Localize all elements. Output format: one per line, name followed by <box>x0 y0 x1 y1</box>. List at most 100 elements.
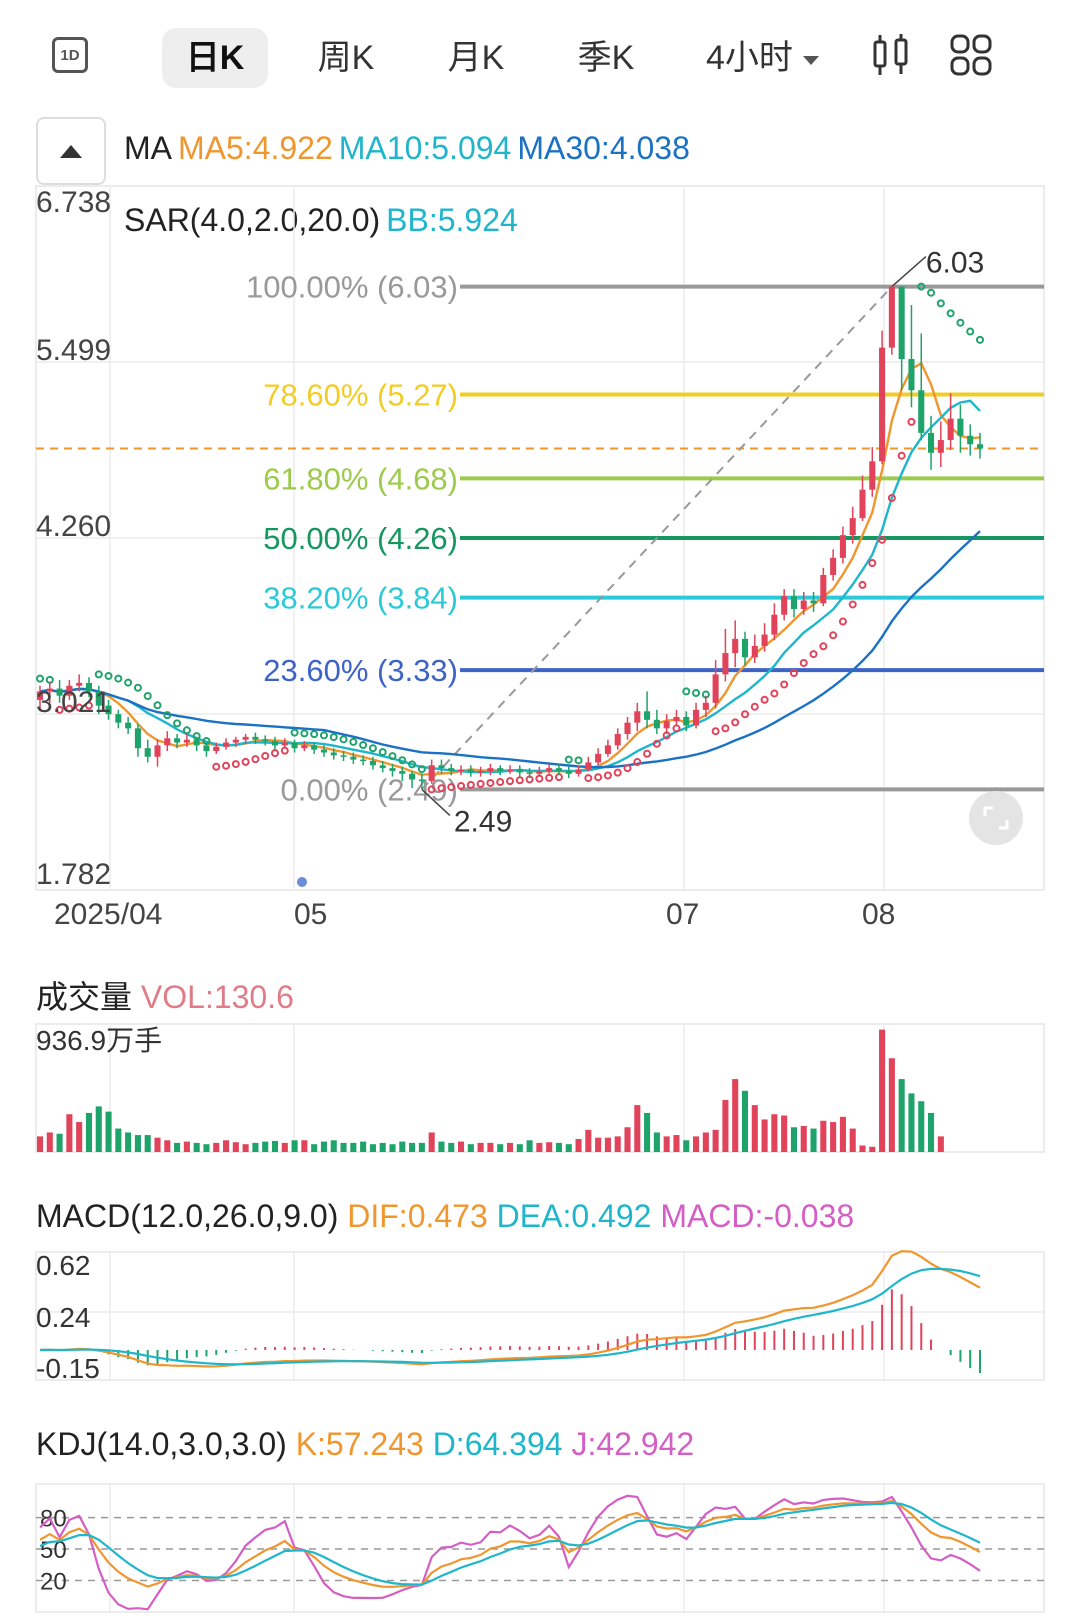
candle-body <box>477 770 484 773</box>
volume-bar <box>183 1141 190 1152</box>
volume-bar <box>849 1128 856 1152</box>
tab-daily-k[interactable]: 日K <box>162 28 268 88</box>
candle-body <box>320 749 327 753</box>
volume-bar <box>820 1120 827 1152</box>
volume-bar <box>497 1144 504 1152</box>
candle-body <box>340 755 347 757</box>
sar-dot <box>741 710 749 719</box>
price-chart[interactable]: 100.00% (6.03) 78.60% (5.27) 61.80% (4.68)… <box>0 180 1080 930</box>
candle-body <box>193 739 200 746</box>
sar-dot <box>104 671 113 680</box>
volume-bar <box>565 1144 572 1152</box>
candle-body <box>555 768 562 771</box>
sar-dot <box>878 535 887 544</box>
sar-dot <box>114 674 123 683</box>
interval-dropdown[interactable]: 4小时 <box>706 28 819 88</box>
candle-body <box>908 359 915 391</box>
kdj-d-value: D:64.394 <box>432 1426 563 1462</box>
sar-dot <box>907 417 916 426</box>
candle-body <box>957 418 964 436</box>
candle-body <box>213 746 220 752</box>
candle-body <box>36 691 44 700</box>
candle-body <box>849 518 856 536</box>
collapse-legend-button[interactable] <box>36 117 106 185</box>
moving-averages <box>39 361 981 776</box>
volume-bar <box>722 1099 729 1152</box>
volume-bar <box>702 1132 709 1152</box>
high-pointer-line <box>891 256 927 288</box>
volume-bar <box>164 1140 171 1152</box>
sar-dot <box>417 765 426 774</box>
volume-bar <box>76 1122 83 1152</box>
candle-body <box>976 444 984 449</box>
candle-body <box>487 768 494 771</box>
sar-dot <box>858 580 867 589</box>
volume-bar <box>908 1093 915 1152</box>
sar-legend: SAR(4.0,2.0,20.0) BB:5.924 <box>124 202 524 239</box>
price-axis-labels: 6.738 5.499 4.260 3.021 1.782 2025/04 05 07 08 <box>36 186 1023 930</box>
sar-dot <box>241 757 250 766</box>
macd-dea-value: DEA:0.492 <box>496 1198 652 1234</box>
volume-bar <box>242 1144 249 1152</box>
ma5-line <box>39 361 981 776</box>
date-tick-label: 07 <box>666 898 699 930</box>
candle-body <box>653 719 660 729</box>
candle-body <box>330 752 337 756</box>
sar-dot <box>368 744 377 753</box>
volume-bar <box>781 1115 788 1152</box>
sar-dot <box>496 778 505 787</box>
day-1d-icon[interactable]: 1D <box>52 37 88 73</box>
candle-body <box>565 770 572 774</box>
candle-body <box>536 770 543 774</box>
sar-dot <box>584 774 593 783</box>
volume-chart[interactable]: 936.9万手 <box>0 1020 1080 1155</box>
candle-body <box>409 773 416 780</box>
sar-dot <box>398 756 407 765</box>
fib-level-label: 78.60% (5.27) <box>263 378 458 413</box>
candle-body <box>888 286 895 348</box>
volume-bar <box>389 1144 396 1152</box>
sar-dot <box>643 749 652 758</box>
candle-body <box>203 745 210 752</box>
macd-chart[interactable]: 0.62 0.24 -0.15 <box>0 1248 1080 1383</box>
date-tick-label: 08 <box>862 898 895 930</box>
candle-body <box>732 638 739 654</box>
fullscreen-button <box>969 791 1023 845</box>
candle-body <box>428 765 435 781</box>
sar-dot <box>280 746 289 755</box>
tab-quarterly-k[interactable]: 季K <box>577 39 635 77</box>
volume-bar <box>830 1122 837 1152</box>
volume-bar <box>614 1136 621 1152</box>
volume-bar <box>438 1141 445 1152</box>
sar-dot <box>731 718 740 727</box>
sar-dot <box>466 780 475 789</box>
volume-bar <box>360 1141 367 1152</box>
volume-bar <box>418 1142 425 1152</box>
grid-icon[interactable] <box>946 30 996 80</box>
sar-dot <box>838 617 847 626</box>
kdj-tick-label: 20 <box>40 1569 67 1596</box>
price-tick-label: 6.738 <box>36 186 111 219</box>
sar-dot <box>486 778 495 787</box>
volume-bar <box>937 1136 944 1152</box>
tab-weekly-k[interactable]: 周K <box>317 39 375 77</box>
candle-body <box>663 721 670 729</box>
volume-bar <box>761 1119 768 1152</box>
sar-dot <box>75 703 84 712</box>
kdj-j-line <box>39 1494 981 1611</box>
volume-bar <box>644 1112 651 1152</box>
sar-dots <box>36 282 984 794</box>
sar-dot <box>780 680 789 689</box>
sar-dot <box>437 784 446 793</box>
candle-body <box>918 390 925 433</box>
macd-dea-line <box>39 1267 981 1366</box>
sar-dot <box>329 733 338 742</box>
sar-dot <box>388 752 397 761</box>
expand-icon <box>983 806 1009 830</box>
sar-dot <box>349 737 358 746</box>
sar-dot <box>917 282 926 291</box>
candlestick-icon[interactable] <box>866 30 916 80</box>
chevron-down-icon <box>802 55 819 65</box>
tab-monthly-k[interactable]: 月K <box>447 39 505 77</box>
